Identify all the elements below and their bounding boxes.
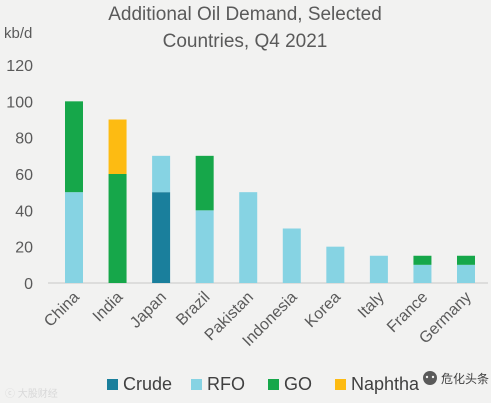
legend-swatch-rfo: [191, 379, 202, 390]
bar-segment-go-germany: [457, 255, 475, 265]
chart-title-line-2: Countries, Q4 2021: [163, 31, 328, 52]
bar-segment-rfo-germany: [457, 264, 475, 283]
y-axis-unit: kb/d: [4, 25, 32, 42]
legend-label-crude: Crude: [123, 374, 172, 394]
bar-segment-naphtha-india: [108, 119, 127, 174]
bar-segment-rfo-china: [65, 192, 83, 283]
bar-segment-go-france: [413, 255, 432, 265]
bar-segment-rfo-italy: [369, 255, 388, 283]
y-tick-label: 100: [6, 94, 33, 111]
y-tick-label: 40: [15, 203, 33, 220]
x-category-label: China: [41, 289, 83, 331]
bar-segment-rfo-indonesia: [282, 228, 301, 283]
watermark-right-text: 危化头条: [441, 372, 489, 386]
bar-segment-rfo-france: [413, 264, 432, 283]
watermark-left: ⓒ 大股财经: [5, 387, 58, 400]
legend-label-go: GO: [284, 374, 312, 394]
bar-segment-go-brazil: [195, 155, 214, 211]
wechat-icon: [423, 371, 437, 385]
watermark-right: 危化头条: [423, 371, 489, 386]
x-category-label: India: [90, 289, 127, 326]
x-category-label: Brazil: [173, 289, 213, 329]
bar-segment-rfo-pakistan: [239, 192, 258, 283]
bar-segment-crude-japan: [152, 192, 171, 283]
y-tick-label: 80: [15, 131, 33, 148]
bar-segment-rfo-japan: [152, 155, 171, 193]
y-tick-label: 120: [6, 58, 33, 75]
bar-segment-rfo-korea: [326, 246, 345, 283]
legend-swatch-crude: [107, 379, 118, 390]
chart-title-line-1: Additional Oil Demand, Selected: [108, 4, 382, 25]
x-category-label: Korea: [302, 289, 344, 331]
y-tick-label: 60: [15, 167, 33, 184]
x-category-label: Italy: [355, 289, 388, 322]
bar-segment-rfo-brazil: [195, 210, 214, 283]
legend-label-naphtha: Naphtha: [351, 374, 420, 394]
x-category-label: Japan: [127, 289, 170, 332]
legend-swatch-naphtha: [335, 379, 346, 390]
legend-swatch-go: [268, 379, 279, 390]
y-tick-label: 0: [24, 276, 33, 293]
legend-label-rfo: RFO: [207, 374, 245, 394]
bar-segment-go-china: [65, 101, 83, 193]
bar-segment-go-india: [108, 174, 127, 283]
y-tick-label: 20: [15, 240, 33, 257]
